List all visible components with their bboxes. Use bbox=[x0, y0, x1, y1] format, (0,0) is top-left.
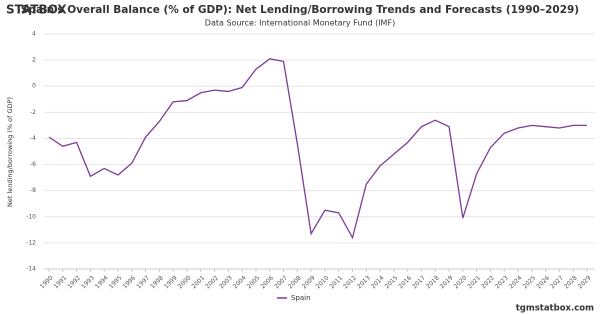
line bbox=[48, 58, 587, 240]
x-tick-label: 1997 bbox=[135, 274, 151, 290]
x-tick-label: 2014 bbox=[370, 274, 386, 290]
y-tick-label: -12 bbox=[26, 239, 36, 246]
x-tick-label: 2003 bbox=[218, 274, 234, 290]
x-tick-label: 2000 bbox=[177, 274, 193, 290]
x-tick-label: 2004 bbox=[232, 274, 248, 290]
x-tick-label: 2027 bbox=[549, 274, 565, 290]
x-tick-label: 2008 bbox=[287, 274, 303, 290]
legend-label: Spain bbox=[291, 294, 311, 302]
x-tick-label: 2029 bbox=[577, 274, 593, 290]
x-tick-label: 2013 bbox=[356, 274, 372, 290]
x-tick-label: 1990 bbox=[39, 274, 55, 290]
y-tick-label: -4 bbox=[30, 135, 36, 142]
x-tick-label: 2009 bbox=[301, 274, 317, 290]
x-tick-label: 1995 bbox=[108, 274, 124, 290]
x-tick-label: 2010 bbox=[315, 274, 331, 290]
x-tick-label: 1991 bbox=[53, 274, 69, 290]
x-tick-label: 2011 bbox=[328, 274, 344, 290]
x-tick-label: 1992 bbox=[66, 274, 82, 290]
y-tick-label: -8 bbox=[30, 187, 36, 194]
y-tick-label: 0 bbox=[32, 83, 36, 90]
logo: STATBOX bbox=[6, 3, 67, 17]
x-tick-label: 1996 bbox=[121, 274, 137, 290]
x-tick-label: 2001 bbox=[190, 274, 206, 290]
x-tick-label: 1998 bbox=[149, 274, 165, 290]
x-tick-label: 2007 bbox=[273, 274, 289, 290]
x-tick-label: 2022 bbox=[480, 274, 496, 290]
y-tick-label: -6 bbox=[30, 161, 36, 168]
watermark: tgmstatbox.com bbox=[516, 304, 594, 314]
x-tick-label: 2020 bbox=[453, 274, 469, 290]
x-tick-label: 1993 bbox=[80, 274, 96, 290]
chart-subtitle: Data Source: International Monetary Fund… bbox=[205, 19, 395, 28]
x-tick-label: 2028 bbox=[563, 274, 579, 290]
x-tick-label: 2024 bbox=[508, 274, 524, 290]
x-tick-label: 2026 bbox=[535, 274, 551, 290]
x-tick-label: 2025 bbox=[522, 274, 538, 290]
x-tick-label: 1994 bbox=[94, 274, 110, 290]
y-tick-label: 4 bbox=[32, 31, 36, 38]
x-tick-label: 2015 bbox=[384, 274, 400, 290]
y-axis-label: Net lending/borrowing (% of GDP) bbox=[6, 97, 14, 207]
y-tick-label: -14 bbox=[26, 266, 36, 273]
x-tick-label: 2005 bbox=[246, 274, 262, 290]
x-tick-label: 2021 bbox=[466, 274, 482, 290]
x-tick-label: 2017 bbox=[411, 274, 427, 290]
x-tick-label: 2006 bbox=[259, 274, 275, 290]
x-tick-label: 2018 bbox=[425, 274, 441, 290]
x-tick-label: 2012 bbox=[342, 274, 358, 290]
y-tick-label: 2 bbox=[32, 57, 36, 64]
x-tick-label: 1999 bbox=[163, 274, 179, 290]
x-tick-label: 2016 bbox=[397, 274, 413, 290]
y-tick-label: -10 bbox=[26, 213, 36, 220]
x-tick-label: 2023 bbox=[494, 274, 510, 290]
chart-title: Spain's Overall Balance (% of GDP): Net … bbox=[21, 4, 579, 16]
x-tick-label: 2019 bbox=[439, 274, 455, 290]
y-tick-label: -2 bbox=[30, 109, 36, 116]
x-tick-label: 2002 bbox=[204, 274, 220, 290]
